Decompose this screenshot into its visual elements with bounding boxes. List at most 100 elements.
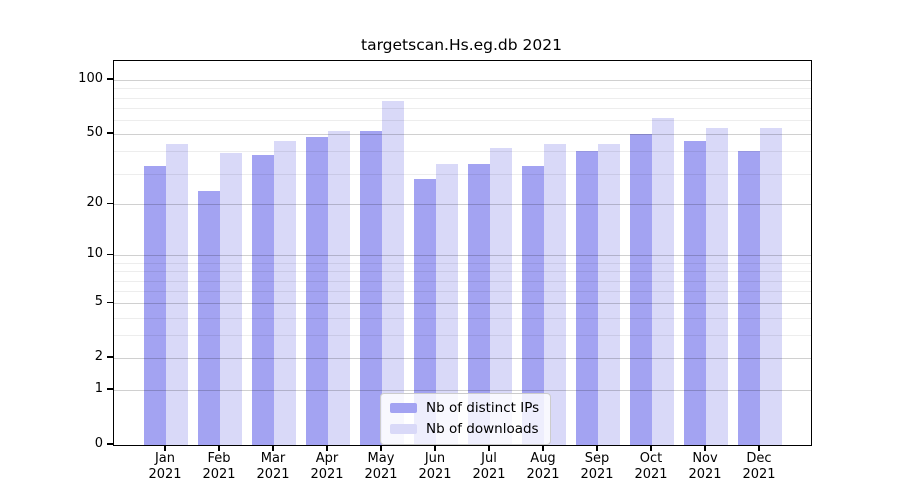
x-tick-mark [380,445,382,451]
x-tick-mark [164,445,166,451]
bar-oct-2021-distinct-ips [630,134,652,445]
x-tick-mark [218,445,220,451]
y-tick-label: 5 [94,294,103,310]
y-tick-mark [107,388,113,390]
bar-jul-2021-distinct-ips [468,163,490,445]
x-tick-mark [488,445,490,451]
bar-mar-2021-distinct-ips [252,155,274,445]
bar-apr-2021-downloads [328,131,350,445]
bar-aug-2021-distinct-ips [522,166,544,445]
x-tick-mark [650,445,652,451]
bar-oct-2021-downloads [652,117,674,445]
gridline-major [114,358,811,360]
x-axis-label-month: May [367,451,395,466]
bar-dec-2021-downloads [760,128,782,445]
x-axis-label-month: Apr [315,451,339,466]
x-axis-label-year: 2021 [526,466,560,482]
x-axis-label-month: Mar [260,451,286,466]
gridline-major [114,255,811,257]
gridline-minor [114,97,811,99]
x-axis-label: Sep 2021 [569,451,625,482]
y-tick-mark [107,443,113,445]
bar-may-2021-distinct-ips [360,131,382,445]
gridline-major [114,303,811,305]
x-axis-label-month: Jan [154,451,176,466]
bar-apr-2021-distinct-ips [306,137,328,445]
x-tick-mark [758,445,760,451]
plot-area: Nb of distinct IPs Nb of downloads [113,60,812,446]
x-axis-label: Aug 2021 [515,451,571,482]
chart-title: targetscan.Hs.eg.db 2021 [361,36,562,54]
legend-label-distinct-ips: Nb of distinct IPs [426,400,540,416]
x-tick-mark [704,445,706,451]
gridline-minor [114,173,811,175]
x-axis-label: May 2021 [353,451,409,482]
x-axis-label-year: 2021 [688,466,722,482]
bar-feb-2021-downloads [220,153,242,445]
legend-swatch-downloads [390,424,417,434]
gridline-minor [114,263,811,264]
x-tick-mark [596,445,598,451]
gridline-minor [114,120,811,122]
bar-jan-2021-distinct-ips [144,166,166,445]
x-axis-label-year: 2021 [580,466,614,482]
bar-nov-2021-downloads [706,128,728,445]
x-axis-label-month: Oct [639,451,663,466]
legend: Nb of distinct IPs Nb of downloads [380,393,552,445]
y-tick-label: 100 [78,71,103,87]
gridline-minor [114,108,811,110]
gridline-minor [114,88,811,90]
bar-mar-2021-downloads [274,140,296,445]
bar-sep-2021-downloads [598,144,620,445]
gridline-major [114,204,811,206]
x-axis-label-month: Aug [530,451,556,466]
x-axis-label-year: 2021 [634,466,668,482]
gridline-major [114,80,811,82]
x-axis-label-year: 2021 [256,466,290,482]
x-tick-mark [272,445,274,451]
x-axis-label-month: Nov [692,451,718,466]
y-tick-label: 50 [86,125,103,141]
y-tick-label: 1 [94,381,103,397]
bar-aug-2021-downloads [544,144,566,445]
bar-feb-2021-distinct-ips [198,190,220,445]
x-axis-label: Nov 2021 [677,451,733,482]
x-axis-label: Feb 2021 [191,451,247,482]
x-tick-mark [542,445,544,451]
x-tick-mark [326,445,328,451]
y-tick-mark [107,202,113,205]
y-tick-mark [107,253,113,256]
bar-jun-2021-downloads [436,163,458,445]
legend-item-downloads: Nb of downloads [390,421,539,437]
x-axis-label-year: 2021 [310,466,344,482]
gridline-major [114,390,811,392]
x-axis-label: Jan 2021 [137,451,193,482]
gridline-minor [114,335,811,337]
x-axis-label-year: 2021 [364,466,398,482]
y-tick-label: 2 [94,349,103,365]
legend-item-distinct-ips: Nb of distinct IPs [390,400,539,416]
bar-nov-2021-distinct-ips [684,140,706,445]
gridline-minor [114,317,811,319]
x-axis-label-year: 2021 [148,466,182,482]
x-axis-label-month: Sep [584,451,610,466]
legend-label-downloads: Nb of downloads [426,421,539,437]
gridline-minor [114,271,811,273]
x-axis-label-year: 2021 [202,466,236,482]
x-axis-label-month: Feb [207,451,231,466]
gridline-minor [114,151,811,153]
x-axis-label-month: Dec [746,451,772,466]
x-axis-label-month: Jul [481,451,497,466]
x-axis-label-year: 2021 [472,466,506,482]
x-axis-label: Jun 2021 [407,451,463,482]
gridline-major [114,134,811,136]
x-axis-label-year: 2021 [418,466,452,482]
x-axis-label: Apr 2021 [299,451,355,482]
bar-jan-2021-downloads [166,144,188,445]
bar-jul-2021-downloads [490,147,512,445]
y-tick-label: 10 [86,246,103,262]
x-axis-label: Oct 2021 [623,451,679,482]
y-tick-mark [107,78,113,80]
y-tick-label: 20 [86,195,103,211]
